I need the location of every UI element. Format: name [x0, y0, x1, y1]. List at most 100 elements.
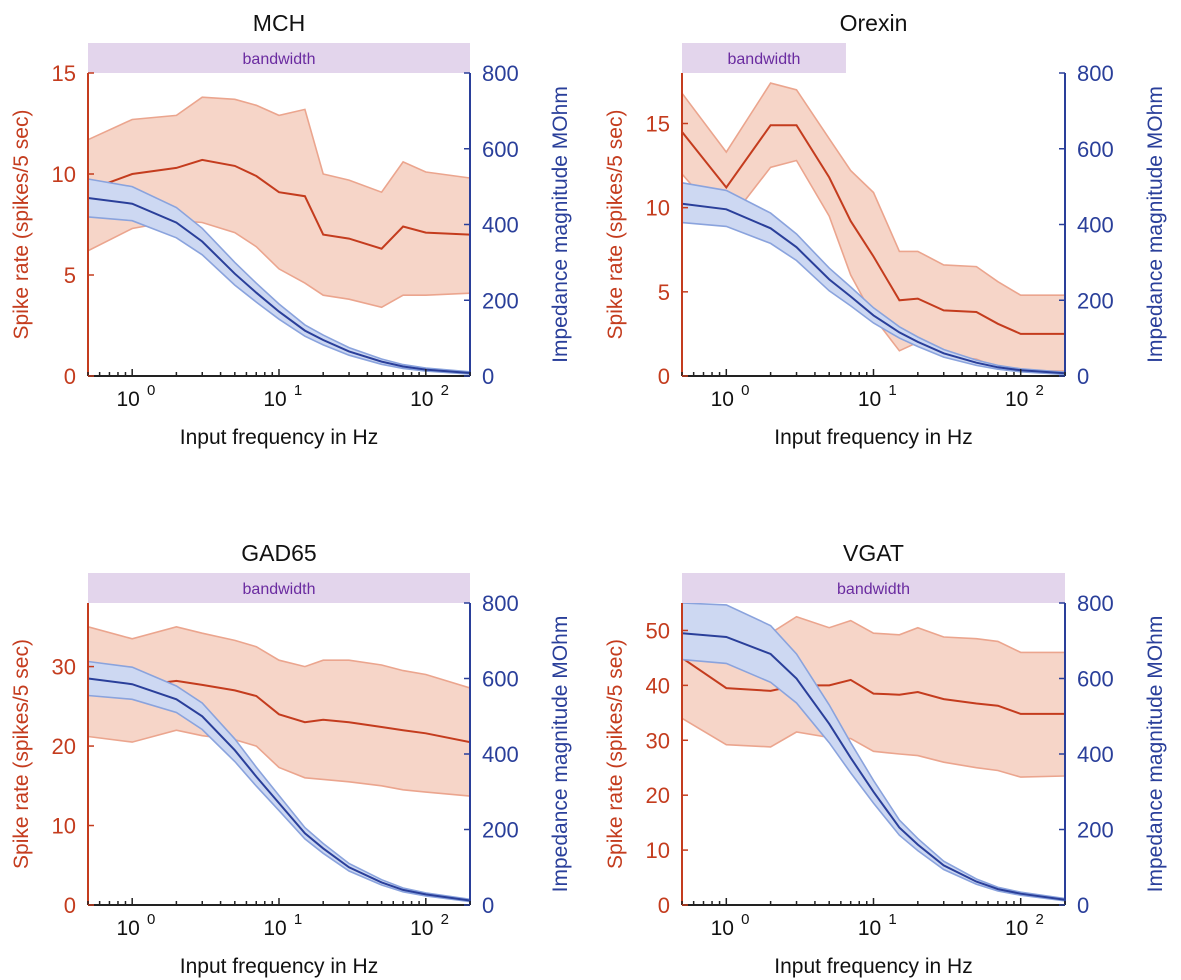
left-y-tick-label: 15 — [52, 61, 76, 86]
impedance-mean-line — [88, 197, 470, 374]
impedance-upper-edge — [88, 178, 470, 373]
right-y-axis-label: Impedance magnitude MOhm — [1144, 86, 1167, 363]
x-axis-label: Input frequency in Hz — [180, 955, 378, 978]
x-axis-label: Input frequency in Hz — [774, 955, 972, 978]
left-y-tick-label: 50 — [646, 618, 670, 643]
left-y-tick-label: 10 — [646, 196, 670, 221]
bandwidth-bar — [88, 43, 470, 73]
spike-rate-confidence-band — [88, 626, 470, 797]
bandwidth-bar — [88, 573, 470, 603]
left-y-axis-label: Spike rate (spikes/5 sec) — [604, 110, 627, 340]
right-y-tick-label: 200 — [482, 818, 519, 843]
left-y-tick-label: 10 — [52, 814, 76, 839]
x-tick-label: 10 — [263, 917, 286, 940]
right-y-tick-label: 200 — [1077, 818, 1114, 843]
spike-rate-upper-edge — [682, 82, 1065, 297]
x-tick-exponent: 2 — [1036, 382, 1044, 399]
impedance-confidence-band — [682, 182, 1065, 375]
spike-rate-mean-line — [88, 158, 470, 250]
x-tick-exponent: 1 — [294, 911, 302, 928]
right-y-tick-label: 600 — [1077, 137, 1114, 162]
chart-title: VGAT — [843, 540, 904, 566]
chart-title: MCH — [253, 10, 305, 36]
left-y-tick-label: 20 — [52, 734, 76, 759]
impedance-lower-edge — [682, 658, 1065, 902]
spike-rate-mean-line — [682, 124, 1065, 335]
x-tick-exponent: 2 — [441, 382, 449, 399]
x-tick-label: 10 — [711, 917, 734, 940]
right-y-tick-label: 600 — [1077, 667, 1114, 692]
x-tick-exponent: 0 — [741, 911, 749, 928]
impedance-mean-line — [682, 632, 1065, 901]
left-y-tick-label: 5 — [658, 280, 670, 305]
x-tick-label: 10 — [711, 388, 734, 411]
spike-rate-lower-edge — [682, 717, 1065, 778]
x-tick-label: 10 — [858, 917, 881, 940]
impedance-lower-edge — [682, 221, 1065, 376]
x-tick-exponent: 1 — [888, 382, 896, 399]
panel-orexin: bandwidth Orexin 10 0 10 1 10 2 Input frequency … — [604, 10, 1167, 449]
spike-rate-lower-edge — [88, 729, 470, 797]
plot-area — [682, 603, 1065, 902]
bandwidth-label: bandwidth — [728, 51, 801, 68]
right-y-tick-label: 0 — [482, 893, 494, 918]
plot-area — [88, 96, 470, 375]
panel-vgat: bandwidth VGAT 10 0 10 1 10 2 Input frequency in… — [604, 540, 1167, 978]
panel-mch: bandwidth MCH 10 0 10 1 10 2 Input frequency in … — [10, 10, 572, 449]
left-y-tick-label: 0 — [658, 893, 670, 918]
left-y-axis-label: Spike rate (spikes/5 sec) — [604, 639, 627, 869]
impedance-lower-edge — [88, 216, 470, 375]
x-tick-exponent: 2 — [1036, 911, 1044, 928]
left-y-tick-label: 30 — [646, 728, 670, 753]
left-y-axis-label: Spike rate (spikes/5 sec) — [10, 639, 33, 869]
left-y-tick-label: 10 — [646, 838, 670, 863]
x-tick-label: 10 — [117, 917, 140, 940]
spike-rate-mean-line — [682, 657, 1065, 715]
impedance-confidence-band — [88, 661, 470, 902]
left-y-tick-label: 15 — [646, 112, 670, 137]
right-y-tick-label: 400 — [1077, 742, 1114, 767]
spike-rate-upper-edge — [88, 625, 470, 689]
right-y-tick-label: 400 — [482, 213, 519, 238]
left-y-tick-label: 0 — [64, 893, 76, 918]
left-y-tick-label: 10 — [52, 162, 76, 187]
x-tick-label: 10 — [410, 388, 433, 411]
x-tick-label: 10 — [263, 388, 286, 411]
plot-area — [88, 625, 470, 903]
right-y-tick-label: 800 — [1077, 591, 1114, 616]
spike-rate-confidence-band — [682, 83, 1065, 371]
x-tick-label: 10 — [410, 917, 433, 940]
x-tick-exponent: 0 — [741, 382, 749, 399]
impedance-upper-edge — [682, 182, 1065, 373]
right-y-tick-label: 600 — [482, 667, 519, 692]
right-y-tick-label: 400 — [482, 742, 519, 767]
left-y-tick-label: 30 — [52, 655, 76, 680]
right-y-axis-label: Impedance magnitude MOhm — [1144, 616, 1167, 893]
left-y-tick-label: 0 — [64, 364, 76, 389]
x-tick-label: 10 — [1005, 388, 1028, 411]
right-y-tick-label: 0 — [1077, 364, 1089, 389]
bandwidth-bar — [682, 43, 846, 73]
right-y-tick-label: 800 — [1077, 61, 1114, 86]
panel-gad65: bandwidth GAD65 10 0 10 1 10 2 Input frequency i… — [10, 540, 572, 978]
impedance-confidence-band — [682, 603, 1065, 901]
chart-title: GAD65 — [241, 540, 316, 566]
x-axis-label: Input frequency in Hz — [774, 426, 972, 449]
left-y-tick-label: 5 — [64, 263, 76, 288]
left-y-axis-label: Spike rate (spikes/5 sec) — [10, 110, 33, 340]
right-y-tick-label: 0 — [482, 364, 494, 389]
impedance-upper-edge — [88, 660, 470, 901]
right-y-tick-label: 0 — [1077, 893, 1089, 918]
right-y-tick-label: 800 — [482, 61, 519, 86]
spike-rate-confidence-band — [88, 97, 470, 308]
impedance-lower-edge — [88, 694, 470, 903]
right-y-tick-label: 200 — [482, 288, 519, 313]
bandwidth-bar — [682, 573, 1065, 603]
left-y-tick-label: 20 — [646, 783, 670, 808]
x-tick-exponent: 2 — [441, 911, 449, 928]
right-y-tick-label: 400 — [1077, 213, 1114, 238]
x-tick-exponent: 1 — [888, 911, 896, 928]
spike-rate-upper-edge — [88, 96, 470, 194]
bandwidth-label: bandwidth — [837, 581, 910, 598]
chart-title: Orexin — [840, 10, 908, 36]
